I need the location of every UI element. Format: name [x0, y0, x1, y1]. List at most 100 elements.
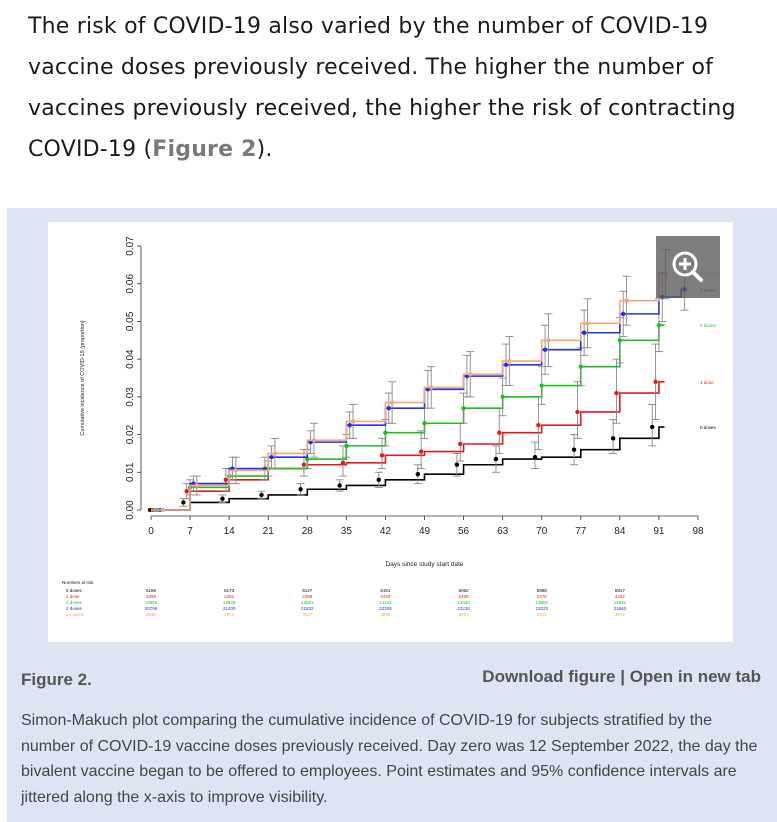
intro-text: The risk of COVID-19 also varied by the … — [28, 14, 736, 162]
data-point — [350, 419, 356, 424]
y-tick-label: 0.05 — [125, 311, 136, 331]
data-point — [656, 323, 662, 328]
data-point — [617, 338, 623, 343]
data-point — [614, 390, 619, 396]
risk-table-cell: 3696 — [380, 612, 391, 617]
intro-text-end: ). — [256, 137, 273, 162]
x-axis-title: Days since study start date — [385, 561, 463, 568]
x-tick-label: 14 — [224, 526, 236, 537]
data-point — [337, 483, 342, 488]
data-point — [428, 385, 434, 390]
risk-table-cell: 14040 — [457, 600, 470, 605]
risk-table-cell: 3682 — [459, 612, 470, 617]
open-new-tab-link[interactable]: Open in new tab — [629, 667, 761, 686]
x-tick-label: 0 — [148, 526, 154, 537]
risk-table-cell: 6188 — [146, 588, 157, 593]
download-figure-link[interactable]: Download figure — [482, 667, 616, 686]
data-point — [344, 443, 349, 449]
risk-table-cell: 13646 — [223, 600, 236, 605]
data-point — [233, 468, 239, 473]
y-tick-label: 0.06 — [125, 274, 136, 294]
data-point — [220, 496, 225, 501]
risk-table-row-label: 2 doses — [66, 600, 83, 605]
data-point — [497, 430, 502, 435]
data-point — [536, 422, 541, 428]
data-point — [194, 483, 199, 488]
data-point — [272, 451, 278, 456]
series-end-label: 1 dose — [700, 380, 714, 385]
risk-table-cell: 6147 — [302, 588, 313, 593]
y-tick-label: 0.07 — [125, 236, 136, 256]
x-tick-label: 42 — [380, 526, 392, 537]
data-point — [383, 430, 388, 435]
risk-table-cell: 2398 — [302, 594, 313, 599]
data-point — [571, 447, 577, 452]
data-point — [415, 471, 421, 477]
data-point — [386, 405, 391, 411]
simon-makuch-chart: 0 7 14 21 28 35 42 49 56 63 70 77 84 91 98 0.00 0.01 0.02… — [62, 236, 719, 617]
risk-table-cell: 20798 — [145, 606, 158, 611]
risk-table-cell: 6151 — [380, 588, 391, 593]
risk-table-cell: 3538 — [146, 612, 157, 617]
risk-table-cell: 2408 — [459, 594, 470, 599]
data-point — [379, 453, 385, 458]
risk-table-cell: 22022 — [535, 606, 548, 611]
figure-label: Figure 2. — [21, 670, 92, 689]
series-line-1 — [151, 380, 665, 511]
data-point — [578, 364, 583, 369]
figure-actions: Download figure | Open in new tab — [482, 667, 761, 687]
data-point — [621, 311, 626, 317]
data-point — [581, 330, 587, 335]
data-point — [147, 508, 152, 512]
figure-2-link[interactable]: Figure 2 — [152, 137, 257, 162]
risk-table-cell: 22230 — [457, 606, 470, 611]
data-point — [542, 347, 548, 352]
risk-table-cell: 5917 — [615, 588, 626, 593]
series-line-2 — [151, 324, 665, 511]
risk-table-cell: 13981 — [535, 600, 548, 605]
figure-image[interactable]: 0 7 14 21 28 35 42 49 56 63 70 77 84 91 98 0.00 0.01 0.02… — [48, 222, 733, 642]
x-tick-label: 21 — [263, 526, 275, 537]
y-tick-label: 0.03 — [125, 387, 136, 407]
data-point — [500, 394, 505, 400]
data-point — [418, 449, 424, 454]
x-tick-label: 77 — [575, 526, 587, 537]
risk-table-cell: 6173 — [224, 588, 235, 593]
data-point — [422, 421, 427, 426]
data-point — [503, 362, 509, 367]
y-tick-label: 0.02 — [125, 424, 136, 444]
series-line-4 — [151, 273, 665, 511]
data-point — [532, 455, 538, 460]
zoom-button[interactable] — [656, 236, 720, 298]
data-point — [301, 462, 307, 467]
data-point — [389, 400, 395, 405]
data-point — [298, 487, 303, 492]
risk-table-cell: 2376 — [537, 594, 548, 599]
risk-table-cell: 21832 — [301, 606, 314, 611]
risk-table-cell: 3572 — [615, 612, 626, 617]
x-tick-label: 7 — [187, 526, 193, 537]
x-tick-label: 49 — [419, 526, 431, 537]
series-line-3 — [151, 288, 687, 511]
intro-paragraph: The risk of COVID-19 also varied by the … — [28, 6, 763, 170]
data-point — [624, 298, 629, 303]
data-point — [493, 456, 499, 462]
y-tick-label: 0.04 — [125, 349, 136, 369]
risk-table-cell: 3645 — [537, 612, 548, 617]
data-point — [223, 477, 228, 483]
series-end-label: 2 doses — [700, 323, 717, 328]
risk-table-cell: 2359 — [146, 594, 157, 599]
data-point — [539, 383, 544, 388]
risk-table-title: Numbers at risk — [62, 580, 94, 585]
zoom-in-icon — [672, 251, 703, 282]
y-tick-label: 0.01 — [125, 462, 136, 482]
risk-table-row-label: 0 doses — [66, 588, 83, 593]
risk-table-cell: 21663 — [614, 606, 627, 611]
data-point — [461, 405, 466, 411]
x-tick-label: 35 — [341, 526, 353, 537]
data-point — [546, 338, 551, 343]
risk-table-cell: 3574 — [224, 612, 235, 617]
data-point — [458, 441, 463, 447]
data-point — [181, 500, 186, 505]
risk-table-cell: 13831 — [614, 600, 627, 605]
